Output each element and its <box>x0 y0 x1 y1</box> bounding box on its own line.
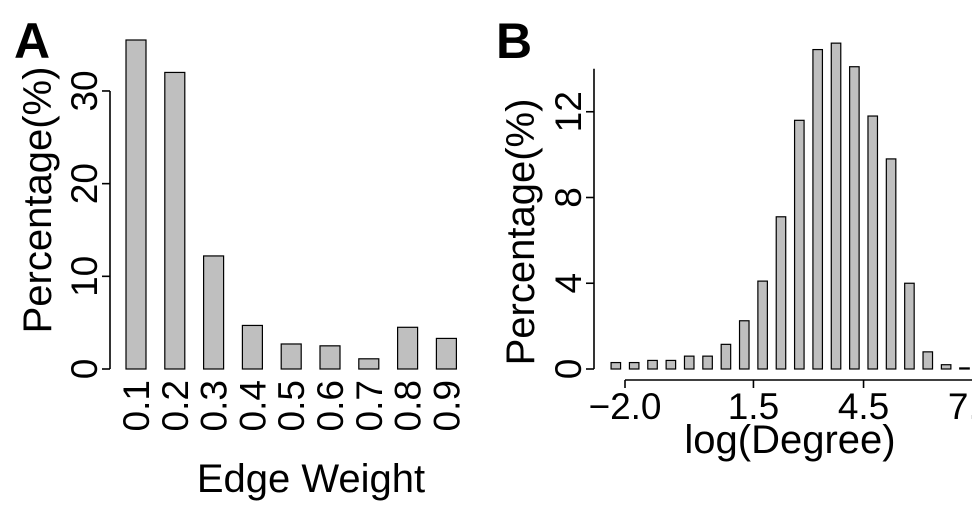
panel-b-bar <box>683 355 695 370</box>
panel-b-bar <box>665 359 677 370</box>
panel-b-bar <box>757 280 768 370</box>
panel-a-bar <box>280 343 302 370</box>
panel-a-y-tick-label: 10 <box>64 256 105 297</box>
panel-b-x-tick-label: 7.5 <box>948 386 972 427</box>
panel-a-y-tick-label: 0 <box>64 359 105 380</box>
panel-b-y-tick-label: 12 <box>548 91 589 132</box>
panel-b-bar <box>812 48 824 370</box>
panel-b-x-tick-label: 1.5 <box>728 386 779 427</box>
panel-b-y-tick-label: 0 <box>548 359 589 380</box>
panel-b-bar <box>793 119 805 370</box>
panel-a-x-tick-label: 0.4 <box>232 380 273 431</box>
panel-a-bar <box>125 39 147 370</box>
panel-b-y-tick-label: 4 <box>548 273 589 294</box>
panel-a-y-tick-label: 30 <box>64 70 105 111</box>
panel-b-bar <box>885 158 897 370</box>
panel-a-x-tick-label: 0.9 <box>426 380 467 431</box>
panel-a-bar <box>319 345 341 370</box>
panel-a-y-ticks: 0 10 20 30 <box>64 70 110 379</box>
panel-a-bar <box>358 358 380 370</box>
panel-a-bar <box>435 337 457 370</box>
panel-b-bar <box>610 361 622 370</box>
panel-a-bar <box>203 255 225 370</box>
panel-b-bar <box>702 355 713 370</box>
panel-b-label: B <box>496 13 532 69</box>
panel-a-x-tick-label: 0.6 <box>310 380 351 431</box>
panel-a-x-tick-label: 0.3 <box>194 380 235 431</box>
panel-b-x-axis-label: log(Degree) <box>684 418 895 462</box>
panel-a-y-axis-label: Percentage(%) <box>16 67 60 334</box>
panel-b-bar <box>775 216 787 370</box>
panel-a-label: A <box>14 13 50 69</box>
panel-b: B 0 4 8 12 −2.0 1.5 4.5 7.5 Percentage(%) log(… <box>496 13 972 462</box>
panel-b-bars <box>610 42 970 370</box>
panel-b-y-tick-label: 8 <box>548 187 589 208</box>
panel-b-y-axis-label: Percentage(%) <box>499 99 543 366</box>
panel-b-bar <box>720 343 732 370</box>
panel-b-x-ticks: −2.0 1.5 4.5 7.5 <box>588 380 972 427</box>
panel-a-x-tick-label: 0.1 <box>116 380 157 431</box>
panel-b-x-tick-label: 4.5 <box>838 386 889 427</box>
panel-a-bar <box>241 324 263 370</box>
panel-b-bar <box>904 282 915 370</box>
panel-b-x-tick-label: −2.0 <box>588 386 661 427</box>
panel-a-x-axis-label: Edge Weight <box>197 457 425 501</box>
panel-b-bar <box>922 351 934 370</box>
panel-b-bar <box>940 364 952 370</box>
panel-b-y-ticks: 0 4 8 12 <box>548 91 594 379</box>
panel-a-x-tick-label: 0.5 <box>271 380 312 431</box>
panel-a-bar <box>397 326 419 370</box>
panel-b-bar <box>867 115 879 370</box>
panel-b-bar <box>959 367 970 370</box>
panel-a-x-tick-labels: 0.10.20.30.40.50.60.70.80.9 <box>116 380 467 431</box>
panel-a-bar <box>164 71 186 370</box>
panel-b-bar <box>738 320 750 370</box>
panel-a: A 0 10 20 30 0.10.20.30.40.50.60.70.80.9 Pe… <box>14 13 467 501</box>
panel-a-bars <box>125 39 457 370</box>
panel-a-x-tick-label: 0.2 <box>155 380 196 431</box>
panel-b-bar <box>647 359 658 370</box>
panel-b-bar <box>628 361 640 370</box>
panel-a-x-tick-label: 0.7 <box>349 380 390 431</box>
panel-b-bar <box>830 42 842 370</box>
panel-b-bar <box>849 66 860 370</box>
panel-a-x-tick-label: 0.8 <box>388 380 429 431</box>
panel-a-y-tick-label: 20 <box>64 163 105 204</box>
